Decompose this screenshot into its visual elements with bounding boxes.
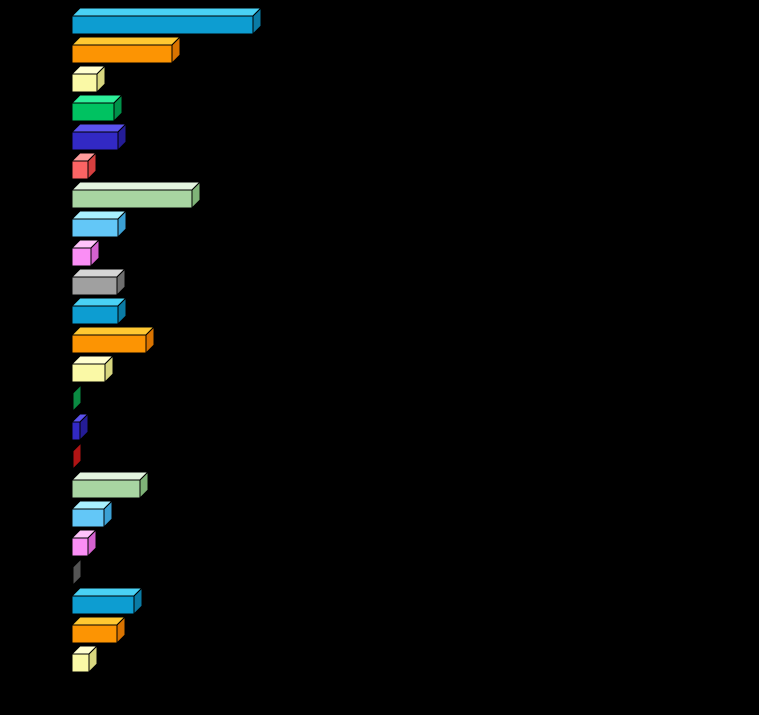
bar-16-side-face (72, 441, 82, 471)
bar-5[interactable] (70, 122, 128, 152)
bar-17-front-face (71, 479, 141, 499)
bar-16[interactable] (70, 441, 83, 471)
bar-14-front-face (71, 392, 74, 412)
bar-14[interactable] (70, 383, 83, 413)
bar-21[interactable] (70, 586, 144, 616)
bar-1[interactable] (70, 6, 263, 36)
bar-4-front-face (71, 102, 115, 122)
bar-11-front-face (71, 305, 119, 325)
bar-21-front-face (71, 595, 135, 615)
bar-17-top-face (70, 471, 150, 481)
bar-22[interactable] (70, 615, 127, 645)
bar-23-front-face (71, 653, 90, 673)
bar-1-top-face (70, 7, 263, 17)
bar-10-front-face (71, 276, 118, 296)
bar-18[interactable] (70, 499, 114, 529)
bar-4[interactable] (70, 93, 124, 123)
bar-10[interactable] (70, 267, 127, 297)
bar-2[interactable] (70, 35, 182, 65)
bar-7[interactable] (70, 180, 202, 210)
bar-5-front-face (71, 131, 119, 151)
bar-20-side-face (72, 557, 82, 587)
bar-12-front-face (71, 334, 147, 354)
bar-22-top-face (70, 616, 127, 626)
bar-20[interactable] (70, 557, 83, 587)
bar-15-front-face (71, 421, 81, 441)
bar-3-front-face (71, 73, 98, 93)
bar-10-top-face (70, 268, 127, 278)
bar-1-front-face (71, 15, 254, 35)
bar-19-front-face (71, 537, 89, 557)
bar-8[interactable] (70, 209, 128, 239)
bar-12[interactable] (70, 325, 156, 355)
bar-9-front-face (71, 247, 92, 267)
bar-6-front-face (71, 160, 89, 180)
bar-14-side-face (72, 383, 82, 413)
bar-23[interactable] (70, 644, 99, 674)
bar-11-top-face (70, 297, 128, 307)
bar-9[interactable] (70, 238, 101, 268)
bar-2-top-face (70, 36, 182, 46)
bar-21-top-face (70, 587, 144, 597)
bar-8-front-face (71, 218, 119, 238)
bar-13[interactable] (70, 354, 115, 384)
bar-12-top-face (70, 326, 156, 336)
bar-22-front-face (71, 624, 118, 644)
bar-16-front-face (71, 450, 74, 470)
bar-20-front-face (71, 566, 74, 586)
bar-17[interactable] (70, 470, 150, 500)
bar-6[interactable] (70, 151, 98, 181)
bar-18-front-face (71, 508, 105, 528)
bar-7-top-face (70, 181, 202, 191)
bar-8-top-face (70, 210, 128, 220)
bar-15[interactable] (70, 412, 90, 442)
bar-2-front-face (71, 44, 173, 64)
bar-5-top-face (70, 123, 128, 133)
bar-13-front-face (71, 363, 106, 383)
bar-11[interactable] (70, 296, 128, 326)
bar-3[interactable] (70, 64, 107, 94)
bar-19[interactable] (70, 528, 98, 558)
bar-7-front-face (71, 189, 193, 209)
